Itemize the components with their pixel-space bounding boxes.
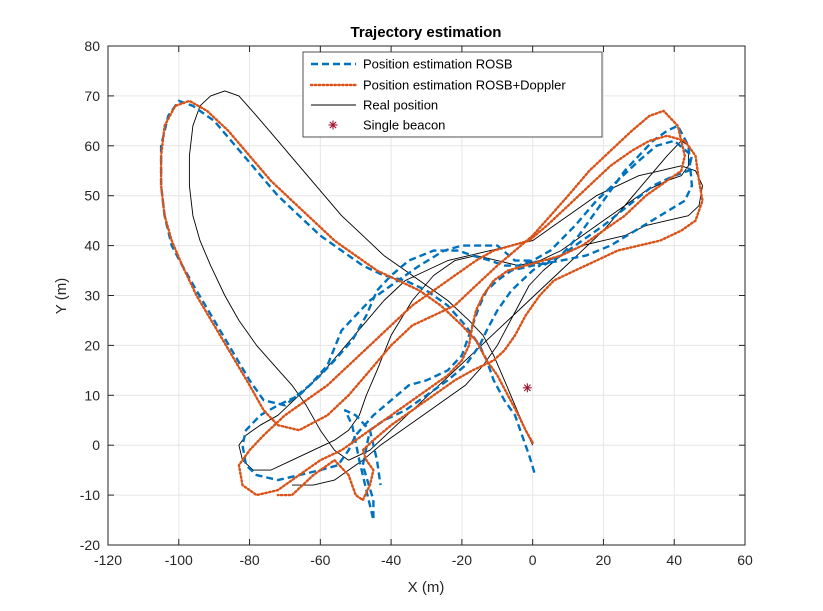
y-tick-label: 60 bbox=[84, 138, 100, 154]
x-tick-label: -100 bbox=[165, 552, 193, 568]
x-tick-label: 0 bbox=[529, 552, 537, 568]
y-tick-label: 0 bbox=[92, 437, 100, 453]
x-tick-label: -60 bbox=[310, 552, 330, 568]
y-tick-label: 30 bbox=[84, 288, 100, 304]
x-tick-label: -40 bbox=[381, 552, 401, 568]
y-axis-label: Y (m) bbox=[53, 278, 70, 314]
legend-label-1: Position estimation ROSB+Doppler bbox=[363, 78, 566, 93]
legend-label-3: Single beacon bbox=[363, 118, 445, 133]
x-tick-label: -20 bbox=[452, 552, 472, 568]
x-axis-label: X (m) bbox=[408, 579, 445, 596]
chart-title: Trajectory estimation bbox=[351, 24, 502, 41]
y-tick-label: -10 bbox=[80, 487, 100, 503]
legend-box bbox=[302, 51, 603, 138]
x-tick-label: 20 bbox=[596, 552, 612, 568]
y-tick-label: 40 bbox=[84, 238, 100, 254]
x-tick-label: 40 bbox=[666, 552, 682, 568]
y-tick-label: 50 bbox=[84, 188, 100, 204]
series-line-1 bbox=[159, 99, 704, 502]
series-layer bbox=[159, 90, 704, 522]
single-beacon-marker bbox=[522, 383, 532, 393]
y-tick-label: 10 bbox=[84, 387, 100, 403]
x-tick-label: -120 bbox=[94, 552, 122, 568]
x-tick-label: -80 bbox=[239, 552, 259, 568]
legend-label-0: Position estimation ROSB bbox=[363, 57, 513, 72]
legend-marker-beacon bbox=[328, 120, 338, 130]
y-tick-label: 80 bbox=[84, 38, 100, 54]
y-tick-label: 70 bbox=[84, 88, 100, 104]
series-line-2 bbox=[188, 90, 703, 486]
y-tick-label: -20 bbox=[80, 537, 100, 553]
legend-label-2: Real position bbox=[363, 98, 438, 113]
axis-ticks: -120 -100 -80 -60 -40 -20 0 20 40 60-20-100102030… bbox=[80, 38, 753, 568]
x-tick-label: 60 bbox=[737, 552, 753, 568]
legend: Position estimation ROSB Position estimat… bbox=[302, 51, 603, 138]
y-tick-label: 20 bbox=[84, 337, 100, 353]
